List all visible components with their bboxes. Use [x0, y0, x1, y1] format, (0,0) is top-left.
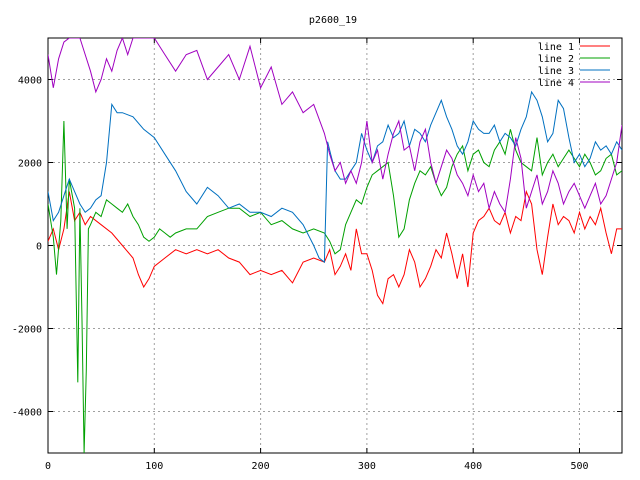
series-line-4	[48, 38, 622, 214]
plot-area	[47, 37, 623, 454]
x-tick-label: 0	[45, 461, 51, 472]
x-tick-label: 300	[358, 461, 376, 472]
x-tick-label: 100	[145, 461, 163, 472]
y-tick-label: 4000	[18, 76, 42, 87]
series-layer	[48, 38, 622, 453]
y-tick-label: 2000	[18, 159, 42, 170]
legend-label-2: line 2	[538, 54, 574, 65]
x-tick-label: 400	[464, 461, 482, 472]
x-tick-label: 200	[252, 461, 270, 472]
chart-title: p2600_19	[309, 15, 357, 26]
legend-label-4: line 4	[538, 78, 574, 89]
y-tick-label: -2000	[12, 325, 42, 336]
series-line-1	[48, 189, 622, 305]
series-line-2	[48, 120, 622, 453]
legend-label-1: line 1	[538, 42, 574, 53]
x-tick-label: 500	[570, 461, 588, 472]
y-tick-label: -4000	[12, 408, 42, 419]
legend-label-3: line 3	[538, 66, 574, 77]
series-line-3	[48, 90, 622, 264]
grid-lines	[47, 38, 622, 453]
axis-tick-labels: 0 100 200 300 400 500 -4000 -2000 0 2000 4000	[12, 76, 589, 473]
y-tick-label: 0	[36, 242, 42, 253]
